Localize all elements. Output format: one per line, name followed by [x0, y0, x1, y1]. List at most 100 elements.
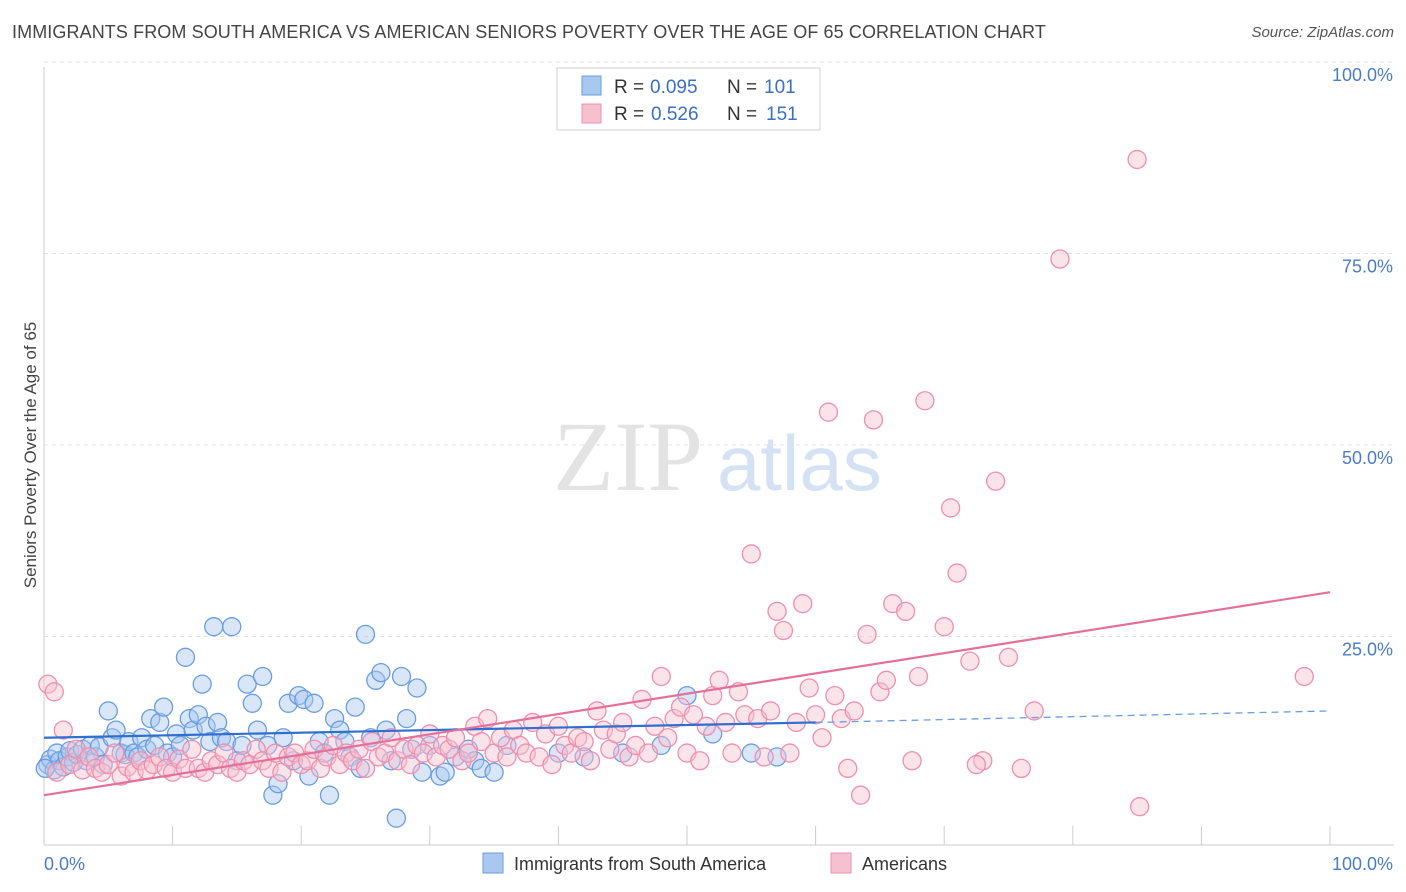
point-series0-54 — [268, 774, 288, 794]
point-series0-64 — [319, 785, 340, 805]
trend-lines — [43, 591, 1331, 797]
stats-legend-r-value-blue: 0.095 — [650, 77, 698, 98]
point-series0-81 — [407, 678, 427, 698]
y-tick-label-2: 50.0% — [1342, 448, 1393, 468]
point-series0-53 — [263, 785, 283, 805]
point-series1-102 — [690, 751, 710, 771]
point-series1-65 — [452, 751, 472, 771]
point-series0-77 — [386, 808, 407, 828]
bottom-legend: Immigrants from South America Americans — [482, 852, 947, 874]
point-series1-150 — [966, 754, 986, 775]
point-series0-37 — [188, 705, 208, 725]
point-series1-96 — [651, 666, 671, 687]
point-series1-23 — [182, 739, 202, 759]
point-series0-61 — [304, 693, 324, 713]
point-series1-11 — [105, 743, 125, 763]
point-series1-85 — [580, 751, 601, 771]
point-series1-121 — [812, 728, 832, 748]
point-series1-129 — [863, 410, 884, 430]
point-series0-47 — [232, 735, 252, 756]
point-series1-139 — [947, 563, 967, 583]
point-series0-65 — [324, 708, 345, 729]
point-series1-84 — [574, 731, 594, 752]
watermark: ZIP atlas — [553, 401, 882, 512]
point-series1-120 — [805, 705, 826, 725]
point-series1-79 — [542, 754, 562, 775]
point-series1-118 — [793, 594, 813, 614]
point-series0-33 — [170, 735, 190, 756]
point-series1-134 — [902, 751, 922, 771]
point-series0-45 — [222, 617, 242, 637]
point-series1-57 — [400, 754, 421, 775]
point-series1-119 — [799, 678, 819, 698]
point-series1-144 — [1011, 758, 1032, 779]
point-series1-43 — [310, 758, 331, 779]
point-series0-34 — [175, 647, 196, 667]
point-series1-3 — [53, 720, 73, 740]
point-series0-42 — [207, 712, 228, 733]
point-series0-100 — [35, 758, 55, 779]
point-series1-115 — [773, 620, 794, 641]
trend-extension-series0 — [815, 710, 1331, 724]
point-series1-68 — [471, 731, 491, 752]
point-series0-70 — [350, 758, 371, 779]
point-series1-74 — [510, 735, 530, 756]
point-series1-94 — [638, 743, 659, 763]
data-points — [35, 149, 1314, 828]
point-series1-114 — [767, 601, 787, 622]
axes — [43, 67, 1394, 846]
point-series1-107 — [722, 743, 742, 763]
point-series1-136 — [915, 391, 935, 411]
y-tick-label-1: 75.0% — [1342, 257, 1393, 277]
stats-legend-swatch-blue — [581, 75, 602, 96]
stats-legend-r-value-pink: 0.526 — [651, 104, 699, 125]
point-series1-10 — [98, 754, 118, 775]
point-series0-79 — [397, 708, 417, 729]
point-series0-41 — [204, 617, 224, 637]
point-series0-69 — [345, 697, 365, 717]
point-series1-66 — [458, 743, 479, 763]
point-series1-1 — [44, 682, 64, 702]
point-series0-85 — [435, 762, 455, 782]
point-series0-74 — [371, 663, 391, 683]
point-series1-113 — [760, 701, 781, 721]
point-series0-82 — [412, 762, 432, 782]
point-series0-48 — [237, 674, 257, 694]
point-series0-49 — [242, 693, 262, 713]
bottom-legend-label-immigrants: Immigrants from South America — [514, 854, 767, 874]
point-series1-140 — [960, 651, 980, 671]
point-series1-69 — [478, 708, 498, 729]
tick-labels: 100.0% 75.0% 50.0% 25.0% 0.0% 100.0% — [44, 65, 1393, 874]
point-series0-60 — [299, 766, 319, 786]
point-series1-110 — [741, 544, 761, 564]
point-series1-50 — [355, 758, 376, 779]
point-series1-127 — [850, 785, 871, 805]
bottom-legend-swatch-immigrants — [482, 852, 504, 874]
point-series1-97 — [658, 728, 678, 748]
point-series0-29 — [153, 697, 174, 717]
point-series1-147 — [1127, 149, 1147, 170]
y-axis-label: Seniors Poverty Over the Age of 65 — [21, 322, 40, 588]
point-series1-80 — [548, 716, 569, 736]
point-series0-90 — [484, 762, 504, 782]
watermark-zip: ZIP — [553, 401, 703, 512]
point-series0-59 — [294, 689, 314, 710]
point-series1-63 — [439, 739, 459, 759]
point-series0-56 — [278, 693, 298, 713]
chart-source: Source: ZipAtlas.com — [1251, 24, 1394, 41]
point-series0-38 — [192, 674, 212, 694]
point-series1-112 — [754, 747, 774, 767]
point-series0-52 — [258, 735, 278, 756]
point-series1-126 — [844, 701, 864, 721]
watermark-atlas: atlas — [717, 419, 882, 507]
point-series1-90 — [613, 712, 633, 733]
point-series1-72 — [497, 747, 517, 767]
point-series1-142 — [985, 471, 1006, 491]
point-series1-149 — [1294, 666, 1314, 687]
stats-legend-n-label-blue: N = — [727, 77, 757, 98]
x-tick-label-max: 100.0% — [1332, 854, 1393, 874]
point-series1-0 — [38, 674, 58, 694]
stats-legend-swatch-pink — [581, 103, 602, 124]
stats-legend-r-label-pink: R = — [614, 104, 644, 125]
point-series1-33 — [246, 739, 266, 759]
